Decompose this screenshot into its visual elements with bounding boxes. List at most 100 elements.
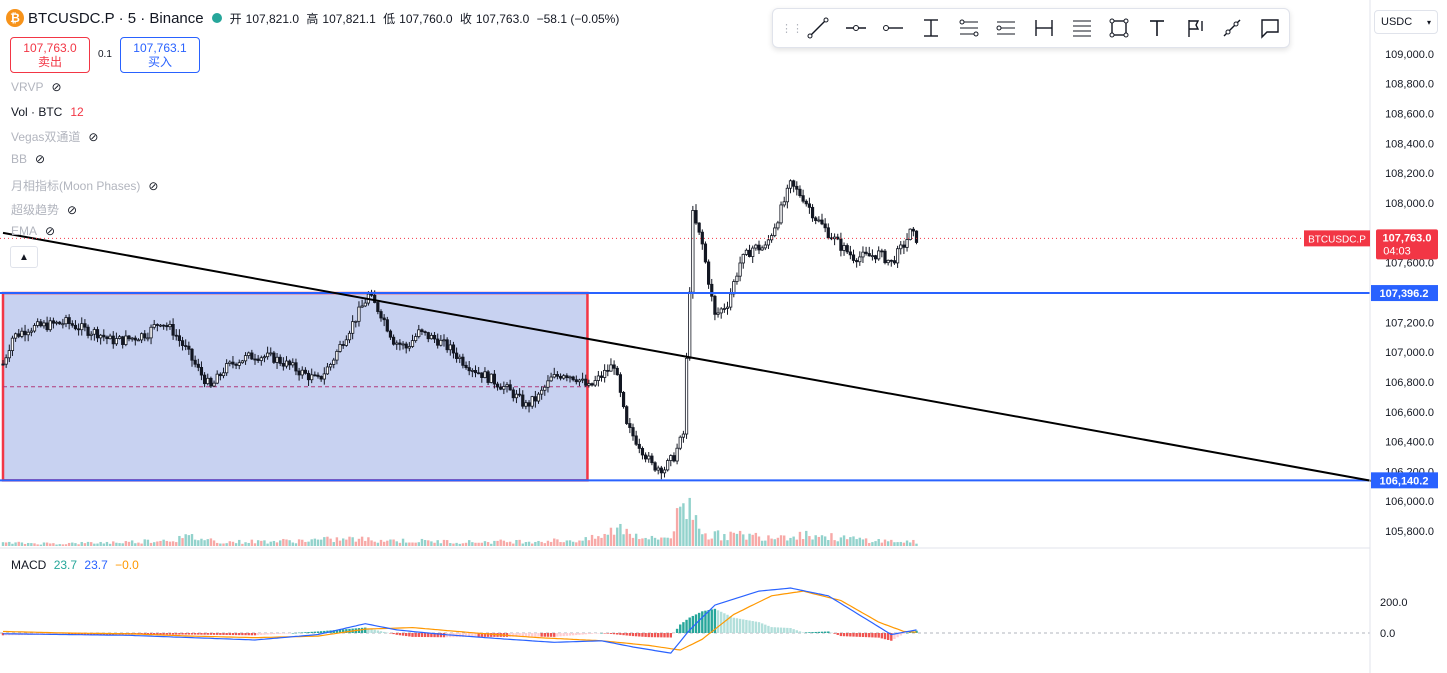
candle-body — [439, 339, 443, 346]
candle — [886, 259, 890, 266]
candle — [420, 328, 424, 336]
macd-histogram-bar — [830, 632, 833, 634]
volume-bar — [30, 543, 33, 546]
macd-histogram-bar — [584, 633, 587, 635]
macd-histogram-bar — [871, 633, 874, 638]
macd-histogram-bar — [663, 633, 666, 638]
trend-line-icon[interactable] — [799, 13, 837, 43]
date-range-icon[interactable] — [1025, 13, 1063, 43]
candle-body — [536, 393, 541, 402]
macd-histogram-bar — [272, 633, 276, 635]
candle — [911, 226, 915, 237]
candle — [262, 354, 267, 363]
candle — [508, 379, 512, 391]
horizontal-ray-icon[interactable] — [837, 13, 875, 43]
volume-bar — [171, 541, 175, 546]
candle — [20, 327, 24, 339]
candle — [29, 327, 33, 337]
candle — [716, 307, 720, 318]
candle — [577, 378, 582, 387]
macd-histogram-bar — [625, 633, 628, 636]
callout-icon[interactable] — [1251, 13, 1289, 43]
volume-bar — [395, 541, 398, 546]
macd-histogram-bar — [244, 633, 247, 636]
candle — [634, 430, 638, 447]
horizontal-line-icon[interactable] — [874, 13, 912, 43]
candle — [801, 189, 805, 204]
candle-body — [139, 333, 144, 341]
indicator-ema[interactable]: EMA ⊘ — [11, 224, 56, 238]
macd-histogram-bar — [764, 624, 767, 633]
flag-icon[interactable] — [1176, 13, 1214, 43]
macd-histogram-bar — [490, 633, 493, 637]
macd-histogram-bar — [61, 633, 65, 635]
sell-button[interactable]: 107,763.0 卖出 — [10, 37, 90, 73]
candle-body — [703, 243, 708, 263]
candle-body — [291, 362, 295, 366]
eye-hidden-icon[interactable]: ⊘ — [45, 224, 56, 238]
volume-bar — [364, 540, 367, 546]
symbol-title[interactable]: BTCUSDC.P · 5 · Binance — [28, 9, 204, 27]
collapse-legend-button[interactable]: ▲ — [10, 246, 38, 268]
macd-histogram-bar — [260, 633, 263, 635]
candle — [518, 388, 522, 398]
indicator-moon-phases[interactable]: 月相指标(Moon Phases) ⊘ — [11, 178, 159, 194]
macd-legend[interactable]: MACD 23.7 23.7 −0.0 — [11, 558, 139, 572]
parallel-channel-icon[interactable] — [950, 13, 988, 43]
indicator-bb[interactable]: BB ⊘ — [11, 152, 46, 166]
candle — [792, 179, 796, 193]
price-range-icon[interactable] — [1063, 13, 1101, 43]
candle — [672, 452, 676, 463]
volume-bar — [253, 543, 257, 546]
volume-bar — [342, 538, 345, 546]
candle — [675, 443, 679, 465]
indicator-volume[interactable]: Vol · BTC 12 — [11, 105, 84, 119]
macd-histogram-bar — [508, 633, 512, 637]
indicator-vrvp[interactable]: VRVP ⊘ — [11, 80, 62, 94]
eye-hidden-icon[interactable]: ⊘ — [88, 129, 99, 144]
drag-handle-icon[interactable]: ⋮⋮ — [781, 22, 803, 35]
candle — [571, 375, 575, 382]
macd-histogram-bar — [417, 633, 420, 637]
volume-bar — [657, 539, 660, 546]
brush-icon[interactable] — [1214, 13, 1252, 43]
volume-bar — [735, 533, 739, 546]
text-icon[interactable] — [1138, 13, 1176, 43]
eye-hidden-icon[interactable]: ⊘ — [51, 80, 62, 94]
candle — [445, 337, 449, 353]
eye-hidden-icon[interactable]: ⊘ — [35, 152, 46, 166]
candle — [322, 367, 326, 385]
volume-bar — [55, 544, 58, 546]
volume-bar — [382, 541, 386, 546]
level-label: 106,140.2 — [1380, 475, 1429, 487]
currency-selector[interactable]: USDC ▾ — [1374, 10, 1438, 34]
drawing-toolbar: ⋮⋮ — [772, 8, 1290, 48]
candle — [873, 254, 878, 264]
candle-body — [899, 244, 903, 250]
volume-bar — [423, 540, 427, 546]
candle-body — [39, 321, 43, 327]
macd-histogram-bar — [660, 633, 663, 638]
candle — [584, 374, 588, 387]
rectangle-icon[interactable] — [1101, 13, 1139, 43]
candle — [401, 341, 405, 350]
candle — [892, 255, 897, 265]
candle — [782, 196, 786, 208]
volume-bar — [316, 539, 320, 546]
candle — [228, 360, 232, 367]
eye-hidden-icon[interactable]: ⊘ — [148, 178, 159, 193]
indicator-vegas[interactable]: Vegas双通道 ⊘ — [11, 129, 99, 145]
volume-bar — [360, 536, 364, 546]
macd-histogram-bar — [890, 633, 893, 641]
buy-button[interactable]: 107,763.1 买入 — [120, 37, 200, 73]
indicator-supertrend[interactable]: 超级趋势 ⊘ — [11, 202, 78, 218]
eye-hidden-icon[interactable]: ⊘ — [67, 202, 78, 217]
macd-histogram-bar — [578, 633, 581, 635]
macd-histogram-bar — [203, 633, 206, 635]
fib-retracement-icon[interactable] — [987, 13, 1025, 43]
candle-body — [114, 338, 118, 345]
volume-bar — [212, 540, 216, 546]
volume-bar — [861, 539, 865, 546]
vertical-range-icon[interactable] — [912, 13, 950, 43]
